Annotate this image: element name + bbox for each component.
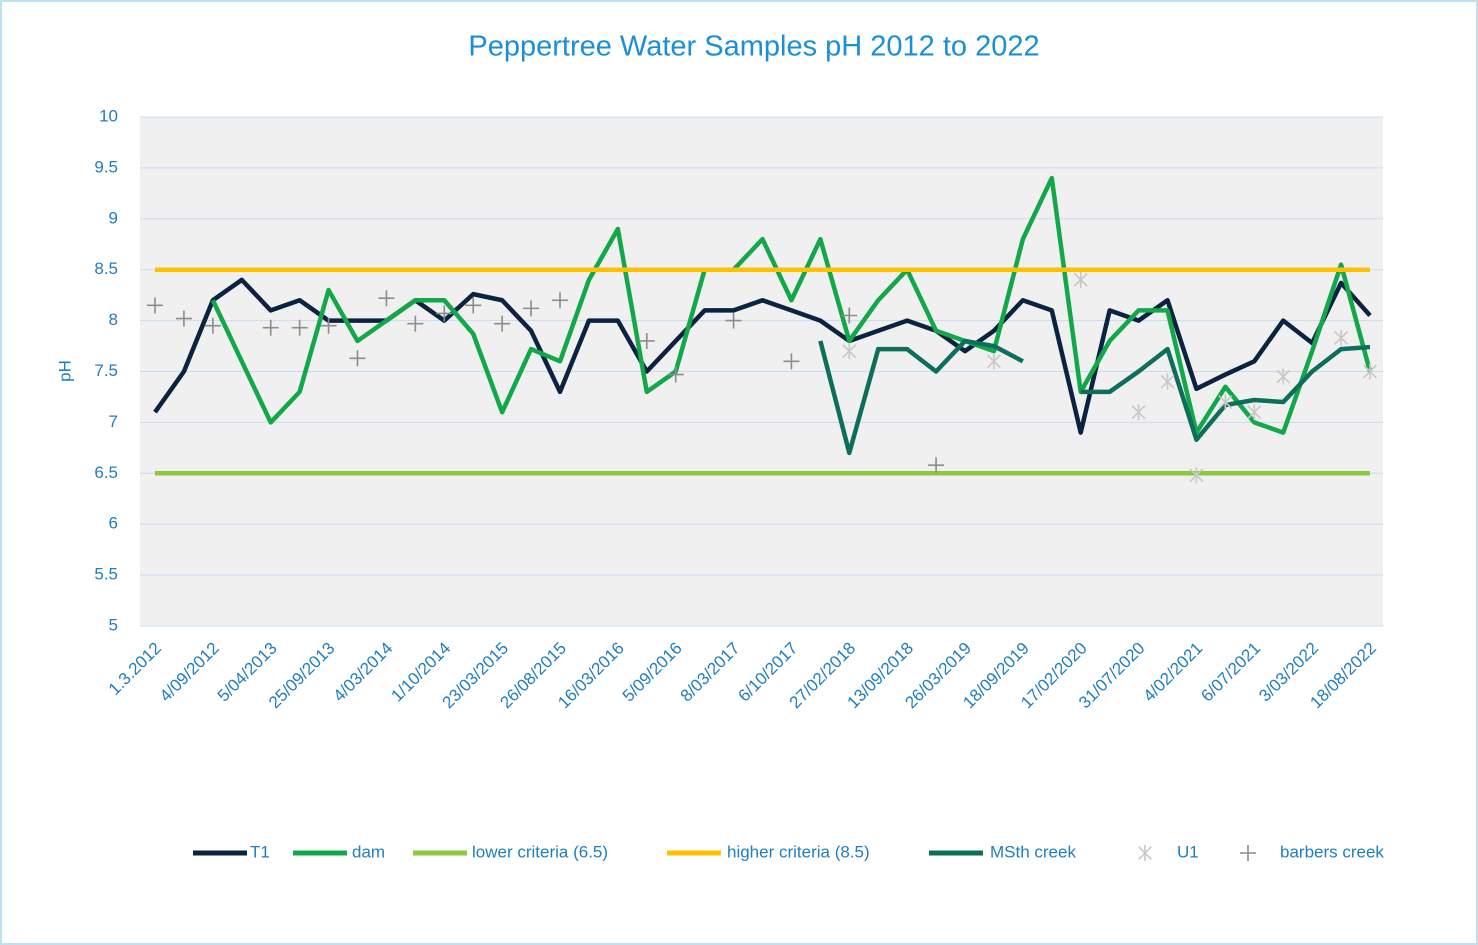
- marker: [204, 317, 221, 334]
- marker: [1363, 363, 1377, 380]
- marker: [320, 317, 337, 334]
- marker: [494, 315, 511, 332]
- marker: [928, 457, 945, 474]
- legend-label: U1: [1177, 842, 1199, 861]
- marker: [1160, 373, 1175, 390]
- marker: [349, 350, 366, 367]
- marker: [407, 315, 424, 332]
- marker: [175, 310, 192, 327]
- y-tick-label: 8: [109, 310, 118, 329]
- y-tick-label: 8.5: [94, 259, 118, 278]
- y-tick-label: 9.5: [94, 157, 118, 176]
- marker: [147, 297, 163, 314]
- marker: [291, 319, 308, 336]
- marker: [523, 300, 540, 317]
- y-tick-label: 9: [109, 208, 118, 227]
- legend-label: dam: [352, 842, 385, 861]
- y-axis-label: pH: [55, 360, 74, 382]
- marker: [986, 353, 1001, 370]
- legend-label: barbers creek: [1280, 842, 1384, 861]
- legend-label: T1: [250, 842, 270, 861]
- y-tick-label: 10: [99, 106, 118, 125]
- marker: [378, 290, 395, 307]
- chart-title: Peppertree Water Samples pH 2012 to 2022: [468, 31, 1039, 63]
- marker: [783, 353, 800, 370]
- y-tick-label: 5: [109, 615, 118, 634]
- marker: [667, 366, 684, 383]
- legend-marker: [1240, 845, 1256, 861]
- marker: [841, 307, 858, 324]
- y-tick-label: 6: [109, 514, 118, 533]
- marker: [1073, 271, 1088, 288]
- marker: [1131, 404, 1146, 421]
- marker: [1334, 329, 1349, 346]
- marker: [1247, 404, 1262, 421]
- marker: [725, 312, 742, 329]
- y-tick-label: 6.5: [94, 463, 118, 482]
- marker: [1276, 368, 1291, 385]
- legend-marker: [1138, 845, 1152, 861]
- marker: [552, 292, 568, 309]
- y-tick-label: 7: [109, 412, 118, 431]
- y-tick-label: 7.5: [94, 361, 118, 380]
- legend-label: MSth creek: [990, 842, 1076, 861]
- legend-label: higher criteria (8.5): [727, 842, 870, 861]
- series-line: [153, 277, 1372, 435]
- marker: [842, 343, 857, 360]
- marker: [465, 297, 482, 314]
- marker: [436, 305, 453, 322]
- marker: [638, 332, 655, 349]
- marker: [262, 319, 279, 336]
- y-tick-label: 5.5: [94, 565, 118, 584]
- marker: [1218, 394, 1233, 411]
- marker: [1189, 467, 1204, 484]
- legend-label: lower criteria (6.5): [472, 842, 608, 861]
- series-line: [210, 175, 1373, 435]
